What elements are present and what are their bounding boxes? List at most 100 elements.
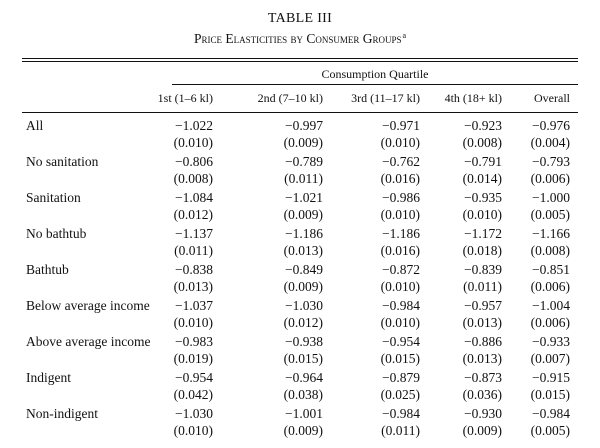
elasticity-estimate: −0.964 [285,370,323,385]
standard-error: (0.013) [462,351,502,366]
standard-error: (0.012) [173,207,213,222]
elasticity-estimate: −0.851 [532,262,570,277]
standard-error: (0.004) [530,135,570,150]
row-label: Below average income [26,298,150,313]
standard-error: (0.010) [173,423,213,438]
standard-error: (0.036) [462,387,502,402]
standard-error: (0.013) [173,279,213,294]
standard-error: (0.009) [283,207,323,222]
standard-error: (0.015) [380,351,420,366]
table-cell: −0.839 (0.011) [463,261,502,295]
table-cell: −0.851 (0.006) [531,261,570,295]
table-cell: −1.000 (0.005) [531,189,570,223]
standard-error: (0.010) [173,135,213,150]
table-cell: −0.933 (0.007) [531,333,570,367]
table-cell: −0.984 (0.010) [381,297,420,331]
table-cell: −0.789 (0.011) [284,153,323,187]
table-cell: −0.849 (0.009) [284,261,323,295]
table-cell: −1.004 (0.006) [531,297,570,331]
table-cell: −0.954 (0.015) [381,333,420,367]
column-header-q2: 2nd (7–10 kl) [257,91,323,105]
elasticity-estimate: −0.984 [532,406,570,421]
standard-error: (0.042) [173,387,213,402]
elasticity-estimate: −0.791 [464,154,502,169]
standard-error: (0.010) [173,315,213,330]
standard-error: (0.006) [530,279,570,294]
table-cell: −0.964 (0.038) [284,369,323,403]
row-label: No sanitation [26,154,99,169]
standard-error: (0.008) [530,243,570,258]
elasticity-estimate: −0.997 [285,118,323,133]
table-cell: −0.957 (0.013) [463,297,502,331]
column-header-q1: 1st (1–6 kl) [157,91,213,105]
table-cell: −0.976 (0.004) [531,117,570,151]
table-cell: −0.983 (0.019) [174,333,213,367]
standard-error: (0.010) [462,207,502,222]
row-label: Non-indigent [26,406,98,421]
elasticity-estimate: −0.984 [382,406,420,421]
column-header-q4: 4th (18+ kl) [444,91,502,105]
elasticity-estimate: −0.935 [464,190,502,205]
row-label: Sanitation [26,190,81,205]
table-cell: −0.873 (0.036) [463,369,502,403]
elasticity-estimate: −1.084 [175,190,213,205]
standard-error: (0.013) [462,315,502,330]
table-cell: −0.986 (0.010) [381,189,420,223]
standard-error: (0.011) [381,423,420,438]
table-cell: −0.923 (0.008) [463,117,502,151]
table-cell: −0.806 (0.008) [174,153,213,187]
row-label: All [26,118,44,133]
elasticity-estimate: −0.957 [464,298,502,313]
standard-error: (0.008) [173,171,213,186]
elasticity-estimate: −1.004 [532,298,570,313]
spanner-rule [172,84,578,85]
table-cell: −0.762 (0.016) [381,153,420,187]
table-cell: −0.935 (0.010) [463,189,502,223]
elasticity-estimate: −1.172 [464,226,502,241]
elasticity-estimate: −0.789 [285,154,323,169]
table-cell: −1.001 (0.009) [284,405,323,439]
table-cell: −0.872 (0.010) [381,261,420,295]
standard-error: (0.038) [283,387,323,402]
elasticity-estimate: −1.001 [285,406,323,421]
standard-error: (0.015) [283,351,323,366]
elasticity-estimate: −0.793 [532,154,570,169]
caption-text: Price Elasticities by Consumer Groups [193,31,402,46]
row-label: No bathtub [26,226,87,241]
elasticity-estimate: −0.849 [285,262,323,277]
table-cell: −1.022 (0.010) [174,117,213,151]
elasticity-estimate: −0.886 [464,334,502,349]
table-cell: −1.166 (0.008) [531,225,570,259]
elasticity-estimate: −0.915 [532,370,570,385]
elasticity-estimate: −0.872 [382,262,420,277]
elasticity-estimate: −0.762 [382,154,420,169]
table-cell: −0.930 (0.009) [463,405,502,439]
standard-error: (0.018) [462,243,502,258]
column-header-overall: Overall [534,91,570,105]
table-cell: −1.186 (0.013) [284,225,323,259]
standard-error: (0.025) [380,387,420,402]
top-rule [22,58,578,59]
standard-error: (0.016) [380,243,420,258]
standard-error: (0.010) [380,207,420,222]
standard-error: (0.013) [283,243,323,258]
elasticity-estimate: −0.976 [532,118,570,133]
elasticity-estimate: −0.838 [175,262,213,277]
standard-error: (0.010) [380,135,420,150]
elasticity-estimate: −0.954 [382,334,420,349]
row-label: Bathtub [26,262,69,277]
elasticity-estimate: −1.166 [532,226,570,241]
standard-error: (0.009) [283,423,323,438]
table-cell: −1.030 (0.010) [174,405,213,439]
table-number: TABLE III [267,11,333,26]
elasticity-estimate: −1.030 [285,298,323,313]
standard-error: (0.011) [463,279,502,294]
standard-error: (0.009) [283,135,323,150]
table-cell: −0.838 (0.013) [174,261,213,295]
standard-error: (0.007) [530,351,570,366]
elasticity-estimate: −0.954 [175,370,213,385]
elasticity-estimate: −0.923 [464,118,502,133]
standard-error: (0.009) [462,423,502,438]
standard-error: (0.005) [530,423,570,438]
elasticity-estimate: −0.971 [382,118,420,133]
